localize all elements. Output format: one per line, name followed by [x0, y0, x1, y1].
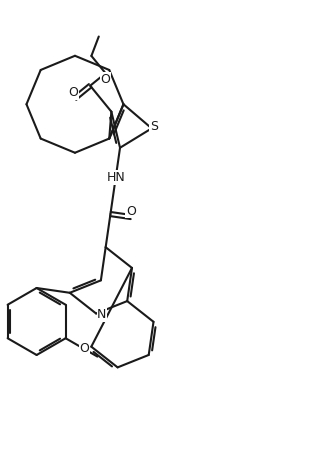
- Text: N: N: [97, 308, 107, 321]
- Text: S: S: [150, 120, 158, 133]
- Text: HN: HN: [106, 171, 125, 184]
- Text: O: O: [100, 73, 110, 86]
- Text: O: O: [68, 86, 78, 99]
- Text: O: O: [79, 342, 89, 355]
- Text: O: O: [126, 205, 136, 218]
